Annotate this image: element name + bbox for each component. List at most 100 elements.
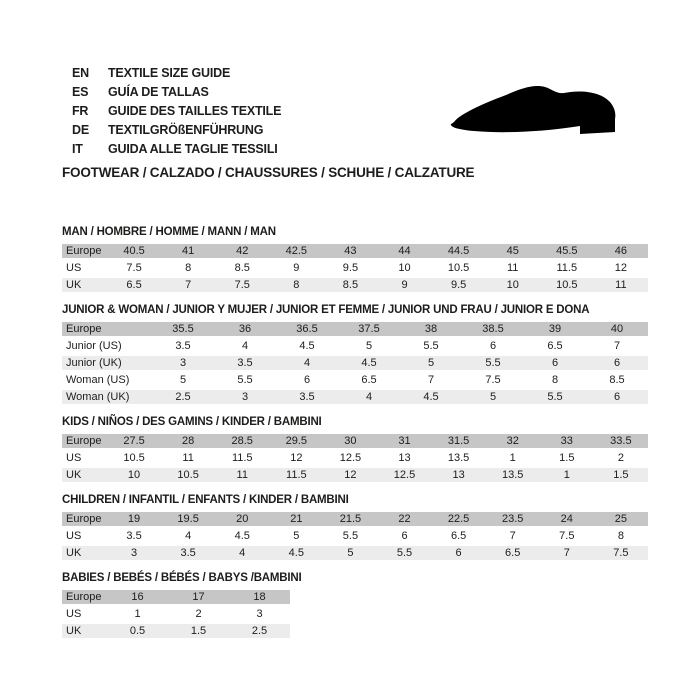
size-value-cell: 7 [509,530,516,542]
size-value-cell: 35.5 [172,323,194,335]
size-value-cell: 42 [236,245,249,257]
size-value-cell: 10 [506,279,519,291]
size-value-cell: 6 [455,547,462,559]
size-value-cell: 5 [293,530,300,542]
size-value-cell: 13.5 [447,452,470,464]
language-row-de: DE TEXTILGRÖßENFÜHRUNG [62,121,648,140]
size-value-cell: 7.5 [234,279,250,291]
size-value-cell: 3.5 [237,357,253,369]
size-value-cell: 1.5 [559,452,575,464]
table-row-us: US 1 2 3 [62,607,290,621]
size-value-cell: 3 [179,357,187,369]
size-value-cell: 6 [551,357,559,369]
row-label: Woman (US) [66,374,130,386]
row-label: Europe [66,245,102,257]
size-value-cell: 6.5 [547,340,563,352]
size-value-cell: 30 [344,435,357,447]
section-title: BABIES / BEBÉS / BÉBÉS / BABYS /BAMBINI [62,572,302,584]
size-value-cell: 11.5 [556,262,578,274]
language-text: TEXTILE SIZE GUIDE [108,66,231,80]
size-value-cell: 8.5 [609,374,625,386]
size-value-cell: 45.5 [556,245,578,257]
size-value-cell: 20 [236,513,249,525]
size-value-cell: 4 [185,530,192,542]
row-label: Woman (UK) [66,391,130,403]
size-value-cell: 28.5 [231,435,253,447]
size-value-cell: 12.5 [393,469,416,481]
size-value-cell: 6 [303,374,311,386]
size-value-cell: 10.5 [447,262,470,274]
row-label: Junior (US) [66,340,122,352]
size-value-cell: 9 [401,279,408,291]
size-value-cell: 6 [401,530,408,542]
size-value-cell: 28 [182,435,195,447]
content-column: EN TEXTILE SIZE GUIDE ES GUÍA DE TALLAS … [62,64,648,641]
size-value-cell: 10.5 [123,452,145,464]
size-value-cell: 7 [613,340,621,352]
size-value-cell: 1.5 [190,625,207,637]
size-value-cell: 1 [509,452,516,464]
size-value-cell: 4.5 [423,391,439,403]
size-value-cell: 13.5 [501,469,524,481]
size-value-cell: 11 [236,469,248,481]
row-label: US [66,262,82,274]
row-label: Europe [66,513,102,525]
size-value-cell: 29.5 [285,435,308,447]
size-value-cell: 9.5 [342,262,359,274]
table-row-junior-uk-: Junior (UK) 3 3.5 4 4.5 5 5.5 6 6 [62,356,648,370]
size-value-cell: 11 [506,262,519,274]
row-label: UK [66,625,82,637]
size-value-cell: 1 [134,608,141,620]
size-value-cell: 33 [560,435,573,447]
size-value-cell: 4.5 [299,340,315,352]
language-list: EN TEXTILE SIZE GUIDE ES GUÍA DE TALLAS … [62,64,648,159]
size-value-cell: 39 [548,323,562,335]
language-row-it: IT GUIDA ALLE TAGLIE TESSILI [62,140,648,159]
section-title: KIDS / NIÑOS / DES GAMINS / KINDER / BAM… [62,416,322,428]
size-value-cell: 11.5 [231,452,253,464]
table-row-uk: UK 3 3.5 4 4.5 5 5.5 6 6.5 7 7.5 [62,546,648,560]
size-value-cell: 10 [398,262,411,274]
section-man: MAN / HOMBRE / HOMME / MANN / MAN Europe… [62,226,648,292]
language-code: ES [72,85,89,99]
size-value-cell: 1 [563,469,570,481]
size-value-cell: 22 [398,513,411,525]
size-value-cell: 6.5 [126,279,142,291]
size-value-cell: 38 [424,323,438,335]
size-value-cell: 12.5 [339,452,362,464]
size-value-cell: 24 [560,513,573,525]
size-value-cell: 4 [303,357,311,369]
size-value-cell: 5.5 [423,340,439,352]
size-value-cell: 3 [241,391,249,403]
size-value-cell: 10 [127,469,141,481]
language-row-en: EN TEXTILE SIZE GUIDE [62,64,648,83]
size-value-cell: 11.5 [286,469,307,481]
shoe-icon [450,85,616,134]
size-value-cell: 5.5 [342,530,359,542]
size-value-cell: 6.5 [450,530,467,542]
section-title: MAN / HOMBRE / HOMME / MANN / MAN [62,226,276,238]
size-value-cell: 3.5 [126,530,142,542]
table-row-europe: Europe 35.5 36 36.5 37.5 38 38.5 39 40 [62,322,648,336]
size-value-cell: 7 [185,279,192,291]
language-code: EN [72,66,89,80]
language-text: TEXTILGRÖßENFÜHRUNG [108,123,264,137]
size-value-cell: 7.5 [613,547,629,559]
size-value-cell: 37.5 [358,323,380,335]
size-value-cell: 6.5 [505,547,521,559]
size-value-cell: 5 [179,374,187,386]
size-value-cell: 3 [130,547,138,559]
row-label: UK [66,279,82,291]
size-value-cell: 3 [256,608,263,620]
size-value-cell: 16 [131,591,144,603]
size-value-cell: 11 [615,279,627,291]
size-value-cell: 32 [506,435,519,447]
table-row-europe: Europe 27.5 28 28.5 29.5 30 31 31.5 32 33 33.5 [62,434,648,448]
section-junior-woman: JUNIOR & WOMAN / JUNIOR Y MUJER / JUNIOR… [62,304,648,404]
size-value-cell: 42.5 [285,245,308,257]
size-value-cell: 40.5 [123,245,145,257]
size-value-cell: 2 [195,608,202,620]
size-value-cell: 4.5 [234,530,250,542]
size-value-cell: 4 [239,547,246,559]
